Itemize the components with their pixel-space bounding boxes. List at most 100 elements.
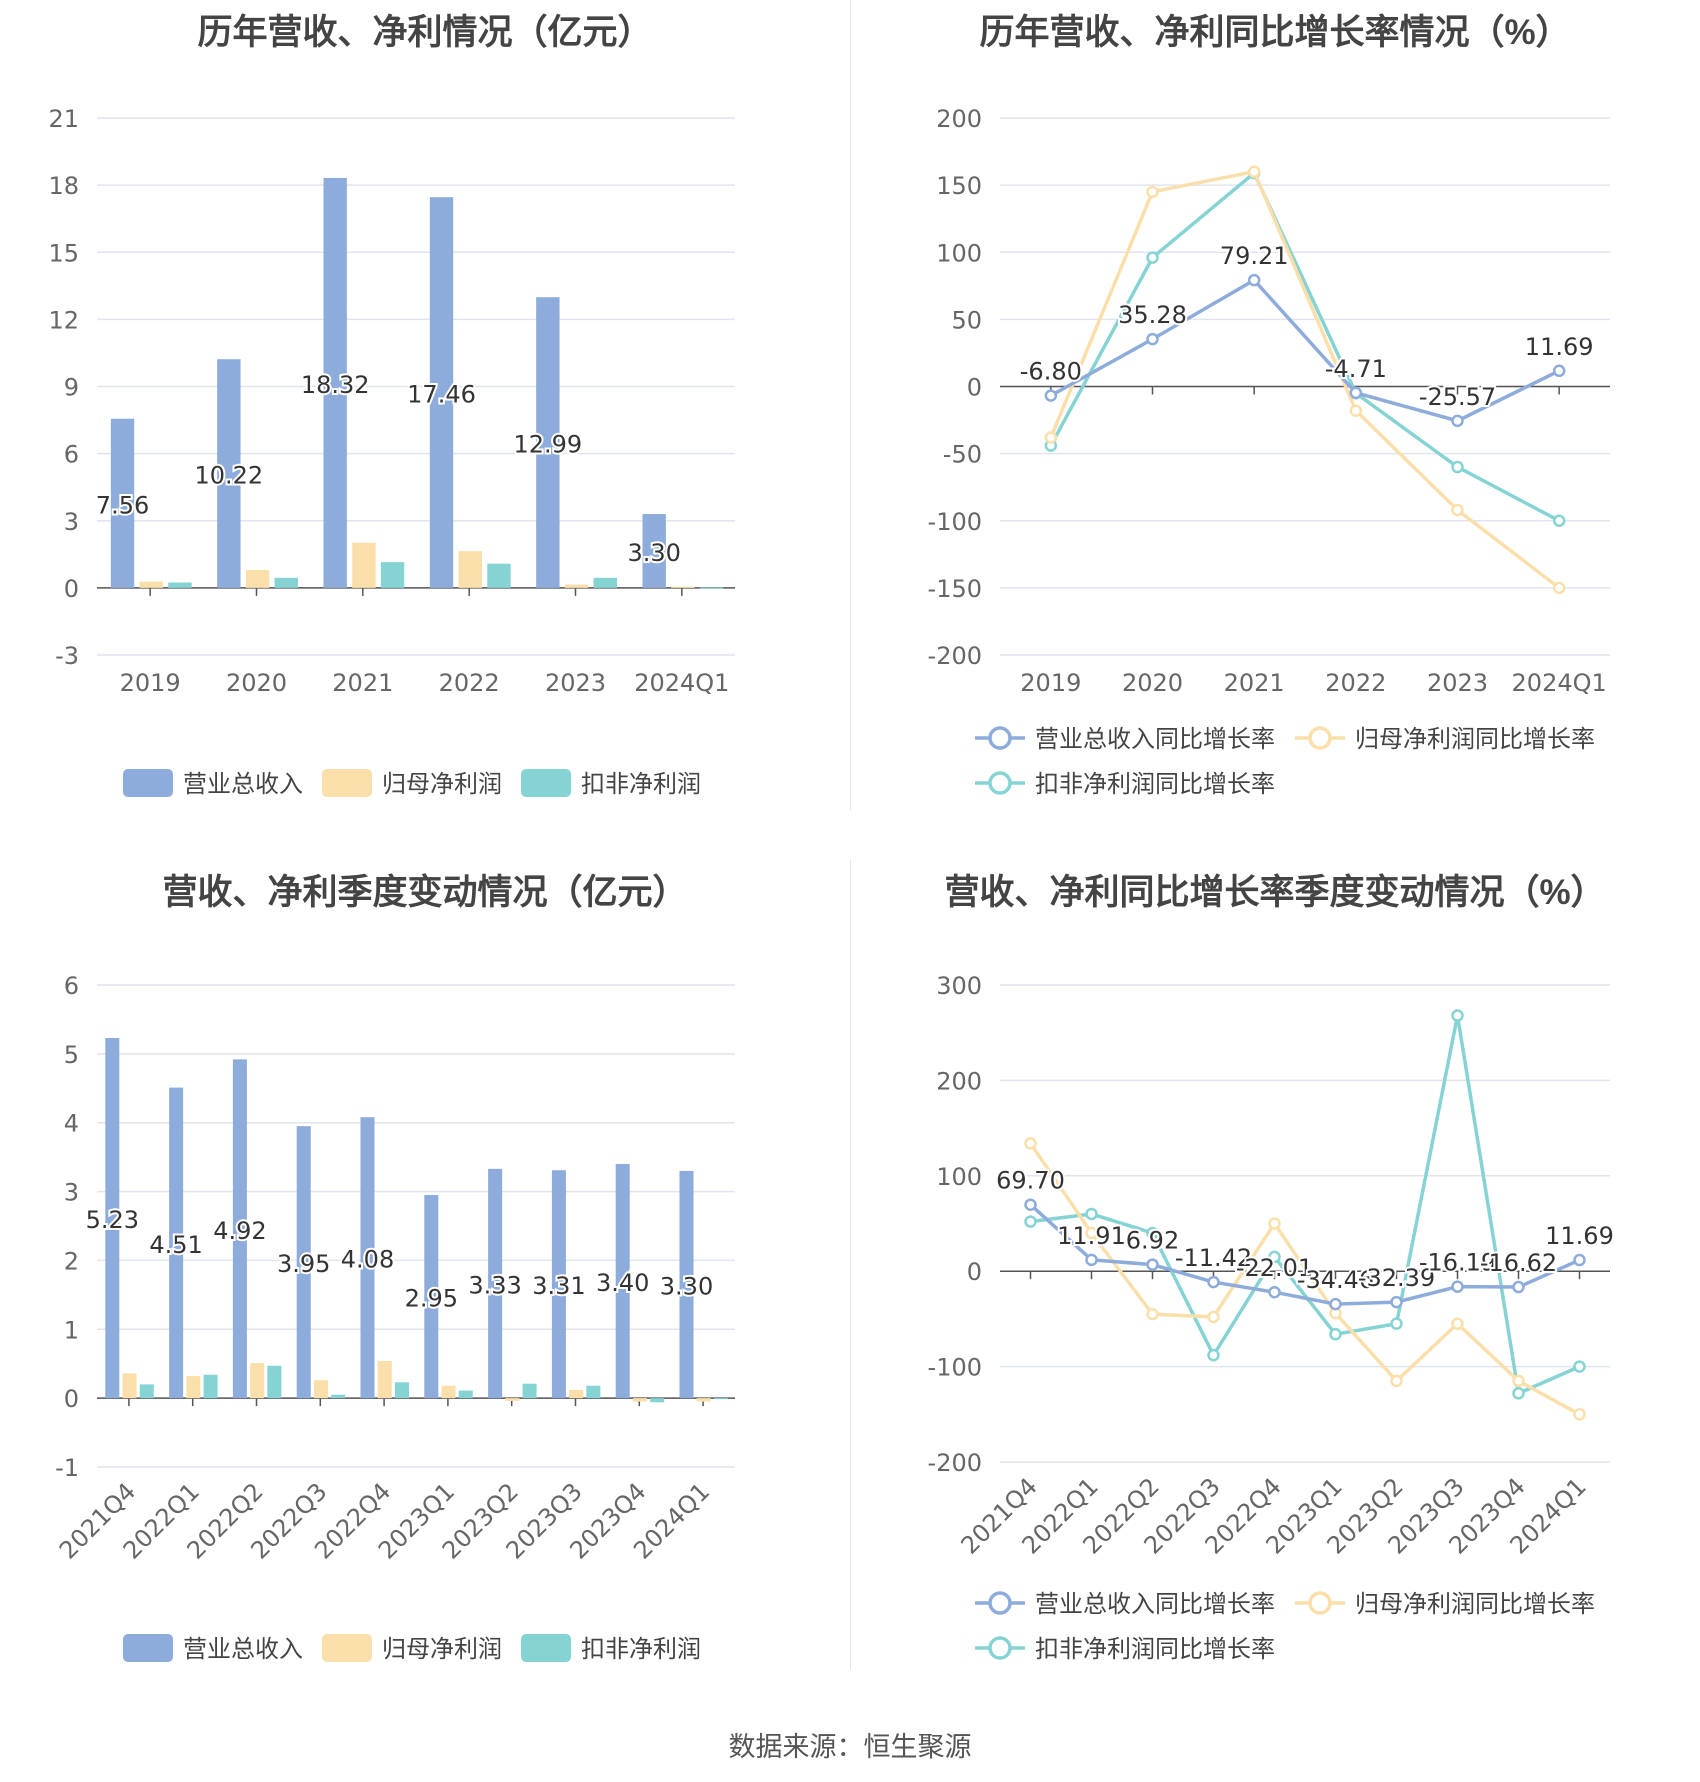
chart-title: 历年营收、净利情况（亿元）	[197, 13, 653, 52]
y-tick-label: 50	[951, 306, 982, 334]
x-tick-label: 2021	[1224, 669, 1285, 697]
data-point-1	[1146, 1258, 1159, 1271]
quarterly-revenue-profit-chart: 营收、净利季度变动情况（亿元） -1 0 1 2 3 4 5 6 2021Q4 2022Q1 202…	[0, 860, 850, 1720]
x-tick-label: 2019	[1020, 669, 1081, 697]
data-point-3	[1390, 1317, 1403, 1330]
data-point-3	[1024, 1215, 1037, 1228]
data-point-1	[1390, 1295, 1403, 1309]
y-tick-label: 0	[64, 575, 79, 603]
series-line-1	[1029, 1203, 1581, 1306]
data-point-1	[1329, 1297, 1342, 1311]
data-label: -22.01	[1236, 1254, 1313, 1282]
bar-1	[360, 1117, 375, 1399]
chart-title: 营收、净利同比增长率季度变动情况（%）	[944, 873, 1606, 912]
legend-label: 扣非净利润	[581, 1635, 701, 1663]
data-point-1	[1207, 1275, 1220, 1289]
y-tick-label: 4	[64, 1110, 79, 1138]
data-label: 11.69	[1525, 333, 1594, 361]
y-tick-label: 18	[48, 172, 79, 200]
series-line-3	[1030, 1015, 1581, 1396]
data-label: -6.80	[1020, 358, 1082, 386]
annual-growth-rate-chart: 历年营收、净利同比增长率情况（%） -200 -150 -100 -50 0 50 100 1…	[850, 0, 1700, 860]
data-label: -16.19	[1419, 1249, 1496, 1277]
data-label: 3.40	[596, 1269, 649, 1297]
data-label: 12.99	[513, 431, 582, 459]
x-tick-label: 2023	[1427, 669, 1488, 697]
y-tick-label: 15	[48, 239, 79, 267]
data-label: 69.70	[996, 1167, 1065, 1195]
data-label: -16.62	[1480, 1249, 1557, 1277]
quarterly-growth-rate-svg: -200-10001002003002021Q42022Q12022Q22022…	[928, 972, 1616, 1663]
y-tick-label: 100	[936, 239, 982, 267]
data-label: 3.95	[277, 1250, 330, 1278]
bar-1	[105, 1038, 120, 1399]
series-line-2	[1049, 169, 1561, 590]
legend-marker	[988, 1636, 1012, 1660]
bar-2	[245, 569, 270, 588]
legend-swatch	[123, 769, 173, 797]
annual-revenue-profit-svg: -3 0 3 6 9 12 15 18 21 2019 2020 2021 2022 2023 2024Q1…	[48, 105, 735, 798]
legend-marker	[1308, 726, 1332, 750]
data-point-1	[1024, 1198, 1037, 1211]
legend-marker	[1308, 1591, 1332, 1615]
data-label: 17.46	[407, 381, 476, 409]
y-tick-label: 200	[936, 1067, 982, 1095]
bar-2	[122, 1373, 137, 1399]
data-point-1	[1146, 332, 1159, 346]
y-tick-label: 100	[936, 1163, 982, 1191]
data-point-1	[1268, 1285, 1281, 1299]
data-point-1	[1552, 364, 1566, 378]
data-point-2	[1268, 1217, 1281, 1230]
data-point-3	[1268, 1250, 1281, 1264]
legend-swatch	[322, 769, 372, 797]
bar-2	[313, 1380, 328, 1399]
bar-3	[331, 1394, 346, 1399]
data-point-3	[1552, 514, 1566, 527]
bar-3	[274, 577, 298, 588]
bar-2	[250, 1363, 265, 1399]
data-label: -34.46	[1297, 1266, 1374, 1294]
y-tick-label: 6	[64, 972, 79, 1000]
quarterly-growth-rate-chart: 营收、净利同比增长率季度变动情况（%） -200 -100 0 100 200 300 20…	[850, 860, 1700, 1720]
annual-revenue-profit-chart: 历年营收、净利情况（亿元） -3 0 3 6 9 12 15 18 21 2019 2020 2021…	[0, 0, 850, 860]
data-point-1	[1512, 1280, 1525, 1294]
data-label: 3.31	[532, 1272, 585, 1300]
y-tick-label: 3	[64, 1179, 79, 1207]
legend-label: 归母净利润同比增长率	[1355, 725, 1595, 753]
y-tick-label: -3	[55, 642, 79, 670]
y-tick-label: 3	[64, 508, 79, 536]
bar-3	[168, 582, 192, 588]
chart-title: 营收、净利季度变动情况（亿元）	[162, 873, 688, 912]
data-point-2	[1451, 503, 1464, 517]
data-label: 3.33	[468, 1271, 521, 1299]
legend-label: 归母净利润同比增长率	[1355, 1590, 1595, 1618]
bar-3	[650, 1398, 665, 1403]
bar-1	[679, 1170, 694, 1399]
data-point-2	[1247, 165, 1261, 178]
bar-2	[139, 581, 163, 588]
data-point-1	[1573, 1253, 1586, 1267]
data-label: -4.71	[1325, 355, 1387, 383]
vertical-divider	[850, 860, 851, 1670]
series-line-3	[1049, 170, 1560, 523]
bar-1	[169, 1087, 184, 1399]
bar-3	[394, 1382, 409, 1399]
data-point-2	[1207, 1310, 1220, 1324]
bar-1	[642, 514, 666, 588]
data-point-3	[1146, 251, 1159, 264]
data-label: 6.92	[1126, 1227, 1179, 1255]
bar-3	[487, 563, 511, 588]
data-point-2	[1024, 1137, 1037, 1150]
legend-marker	[988, 726, 1012, 750]
y-tick-label: -100	[928, 508, 982, 536]
data-label: 7.56	[96, 491, 149, 519]
data-point-2	[1146, 185, 1159, 199]
data-label: -32.39	[1358, 1264, 1435, 1292]
bar-1	[217, 359, 241, 588]
legend-label: 扣非净利润	[581, 770, 701, 798]
y-tick-label: 200	[936, 105, 982, 133]
x-tick-label: 2024Q1	[634, 669, 729, 697]
y-tick-label: 12	[48, 306, 79, 334]
bar-3	[203, 1374, 218, 1399]
data-point-2	[1044, 431, 1058, 444]
